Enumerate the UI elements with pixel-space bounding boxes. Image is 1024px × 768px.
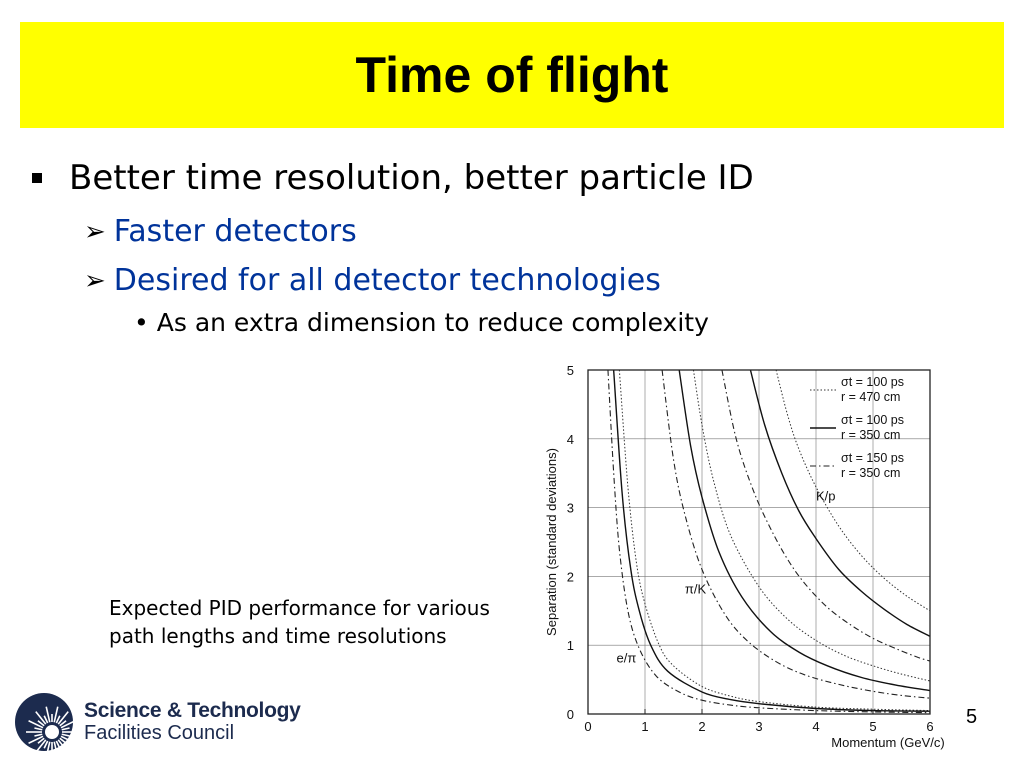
logo-ray (34, 727, 43, 731)
logo-ray (37, 737, 45, 744)
chart-annotations: K/p π/K e/π (617, 489, 836, 666)
chart-tick-labels: 0 1 2 3 4 5 6 0 1 2 3 4 5 (567, 363, 934, 734)
logo-ray (37, 720, 45, 727)
y-tick-label: 4 (567, 432, 574, 447)
series-curve-e-dashdot (607, 370, 930, 714)
bullet-faster-detectors: ➢ Faster detectors (84, 214, 357, 249)
logo-line-1: Science & Technology (84, 699, 301, 722)
legend-label-line2: r = 350 cm (841, 428, 900, 442)
logo-ray (60, 735, 74, 744)
legend-label-line2: r = 470 cm (841, 390, 900, 404)
logo-ray (59, 737, 67, 744)
y-tick-label: 2 (567, 569, 574, 584)
y-tick-label: 3 (567, 501, 574, 516)
curve-group-label: e/π (617, 650, 637, 665)
chart-curves (607, 370, 930, 714)
logo-ray (59, 720, 67, 727)
x-axis-label: Momentum (GeV/c) (831, 735, 944, 750)
arrow-bullet-icon: ➢ (84, 216, 106, 247)
x-tick-label: 4 (812, 719, 819, 734)
logo-ray (61, 733, 70, 737)
series-curve--k-dashdot (661, 370, 930, 699)
logo-ray (55, 740, 61, 749)
arrow-bullet-icon: ➢ (84, 265, 106, 296)
square-bullet-icon (32, 173, 42, 183)
logo-ray (53, 741, 58, 752)
x-tick-label: 0 (584, 719, 591, 734)
caption-line-1: Expected PID performance for various (109, 596, 490, 620)
bullet-level3: • As an extra dimension to reduce comple… (134, 308, 709, 337)
chart-caption: Expected PID performance for various pat… (109, 594, 559, 650)
logo-line-2: Facilities Council (84, 722, 235, 744)
series-curve-k-p-solid (749, 370, 930, 637)
x-tick-label: 6 (926, 719, 933, 734)
dot-bullet-icon: • (134, 308, 149, 337)
pid-separation-chart: 0 1 2 3 4 5 6 0 1 2 3 4 5 Momentum (GeV/c) Separatio… (544, 363, 945, 750)
y-axis-label: Separation (standard deviations) (544, 448, 559, 636)
legend-label-line1: σt = 100 ps (841, 375, 904, 389)
y-tick-label: 5 (567, 363, 574, 378)
logo-ray (28, 735, 44, 745)
stfc-sunburst-icon (15, 693, 74, 752)
bullet-desired-technologies-text: Desired for all detector technologies (113, 263, 661, 298)
bullet-level1: Better time resolution, better particle … (32, 158, 754, 198)
caption-line-2: path lengths and time resolutions (109, 624, 447, 648)
bullet-level1-text: Better time resolution, better particle … (69, 158, 754, 198)
logo-ray (43, 740, 49, 749)
logo-ray (61, 727, 70, 731)
bullet-desired-technologies: ➢ Desired for all detector technologies (84, 263, 661, 298)
logo-ray (55, 715, 61, 724)
x-tick-label: 5 (869, 719, 876, 734)
bullet-faster-detectors-text: Faster detectors (113, 214, 357, 249)
legend-label-line2: r = 350 cm (841, 466, 900, 480)
bullet-level3-text: As an extra dimension to reduce complexi… (156, 308, 709, 337)
logo-ray (57, 711, 69, 725)
series-curve-e-solid (612, 370, 930, 712)
x-tick-label: 1 (641, 719, 648, 734)
series-curve-e-dotted (618, 370, 930, 712)
y-tick-label: 1 (567, 638, 574, 653)
logo-ray (35, 711, 47, 725)
series-curve--k-dotted (692, 370, 930, 682)
legend-label-line1: σt = 100 ps (841, 413, 904, 427)
slide-title: Time of flight (355, 47, 669, 103)
stfc-logo: Science & Technology Facilities Council (14, 692, 301, 752)
logo-ray (43, 715, 49, 724)
logo-ray (57, 739, 69, 752)
logo-ray (60, 720, 74, 729)
logo-ray (34, 733, 43, 737)
legend-label-line1: σt = 150 ps (841, 451, 904, 465)
series-curve-k-p-dashdot (721, 370, 930, 662)
y-tick-label: 0 (567, 707, 574, 722)
logo-ray (28, 719, 44, 729)
logo-ray (35, 739, 47, 752)
x-tick-label: 3 (755, 719, 762, 734)
logo-ray (53, 706, 59, 723)
series-curve-k-p-dotted (775, 370, 930, 612)
title-bar: Time of flight (20, 22, 1004, 128)
logo-ray (46, 741, 51, 752)
curve-group-label: K/p (816, 489, 836, 504)
curve-group-label: π/K (685, 582, 707, 597)
slide-number: 5 (966, 706, 978, 728)
x-tick-label: 2 (698, 719, 705, 734)
series-curve--k-solid (678, 370, 930, 692)
logo-ray (45, 706, 51, 723)
